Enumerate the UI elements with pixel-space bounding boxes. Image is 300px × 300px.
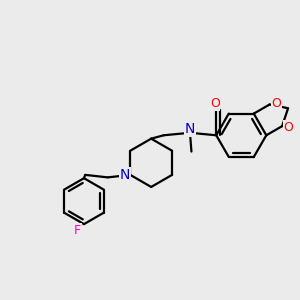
Text: O: O	[271, 97, 281, 110]
Text: N: N	[185, 122, 195, 136]
Text: O: O	[284, 121, 293, 134]
Text: F: F	[74, 224, 81, 236]
Text: N: N	[120, 168, 130, 182]
Text: O: O	[210, 97, 220, 110]
